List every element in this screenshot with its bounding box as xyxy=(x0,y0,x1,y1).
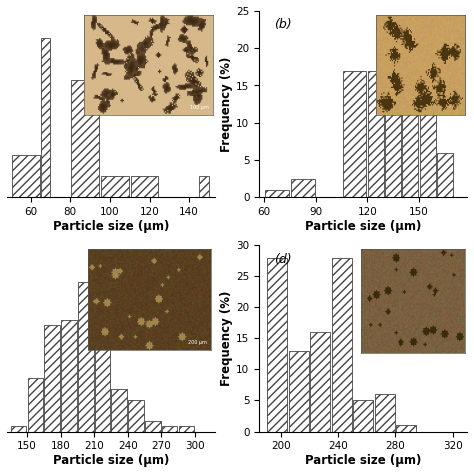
Bar xyxy=(265,190,289,197)
Bar xyxy=(267,257,287,431)
Bar xyxy=(61,320,77,431)
Bar xyxy=(95,336,110,431)
Bar xyxy=(385,18,401,197)
Bar xyxy=(131,176,158,197)
Bar xyxy=(310,332,330,431)
Bar xyxy=(145,421,161,431)
X-axis label: Particle size (μm): Particle size (μm) xyxy=(53,454,169,467)
Bar xyxy=(437,153,453,197)
Text: (d): (d) xyxy=(273,253,292,265)
Bar xyxy=(41,37,50,197)
Bar xyxy=(11,426,27,431)
Bar xyxy=(45,325,60,431)
Bar xyxy=(289,351,309,431)
Bar xyxy=(27,378,43,431)
Bar xyxy=(101,176,128,197)
Text: (b): (b) xyxy=(273,18,292,31)
Bar xyxy=(12,155,39,197)
Bar xyxy=(200,176,209,197)
Bar xyxy=(291,179,315,197)
X-axis label: Particle size (μm): Particle size (μm) xyxy=(305,220,421,233)
X-axis label: Particle size (μm): Particle size (μm) xyxy=(305,454,421,467)
Y-axis label: Frequency (%): Frequency (%) xyxy=(220,291,233,386)
Bar xyxy=(179,426,194,431)
Bar xyxy=(353,401,373,431)
Bar xyxy=(78,283,93,431)
Y-axis label: Frequency (%): Frequency (%) xyxy=(220,56,233,152)
Bar xyxy=(72,80,99,197)
X-axis label: Particle size (μm): Particle size (μm) xyxy=(53,220,169,233)
Bar xyxy=(128,400,144,431)
Bar xyxy=(419,85,436,197)
Bar xyxy=(162,426,177,431)
Bar xyxy=(402,78,419,197)
Bar xyxy=(111,389,127,431)
Bar xyxy=(343,71,366,197)
Bar xyxy=(396,425,416,431)
Bar xyxy=(332,257,352,431)
Bar xyxy=(374,394,395,431)
Bar xyxy=(368,71,384,197)
